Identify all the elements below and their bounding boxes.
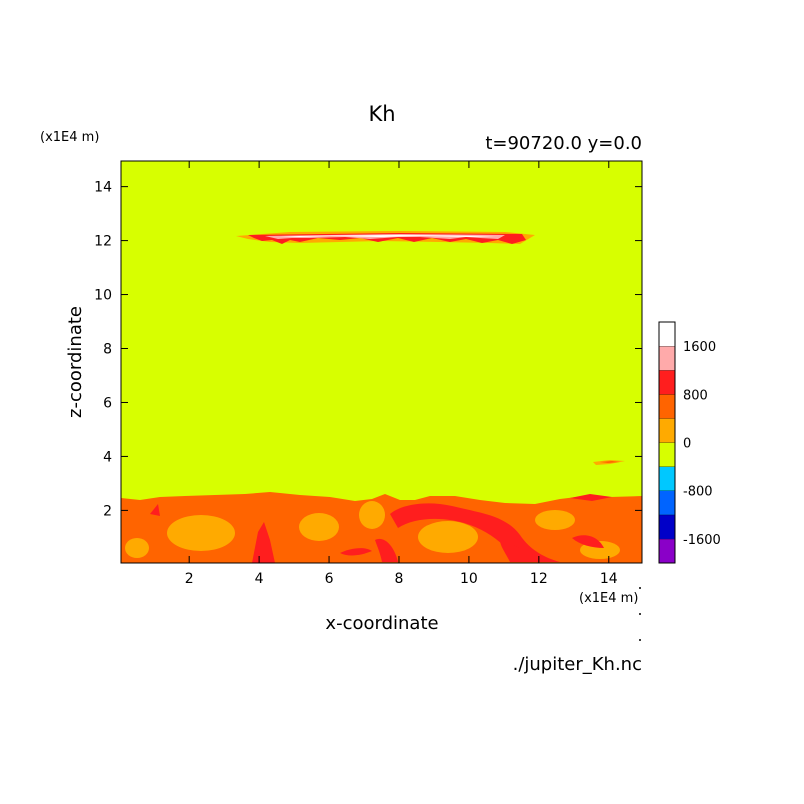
patch [359,501,385,529]
x-axis-unit: (x1E4 m) [579,591,638,606]
y-tick-label: 4 [103,449,112,465]
marker-dots [639,587,641,641]
x-tick-label: 2 [185,571,194,587]
streak [570,494,612,501]
y-tick-label: 12 [94,234,112,250]
colorbar-tick-label: 800 [683,388,708,403]
patch [299,513,339,541]
colorbar-band [659,346,675,371]
patch [535,510,575,530]
chart-title: Kh [368,102,395,126]
y-tick-label: 2 [103,503,112,519]
colorbar-band [659,466,675,491]
colorbar-tick-label: 0 [683,437,691,452]
lower-layer-red-streaks [150,494,612,563]
y-axis-unit: (x1E4 m) [40,130,99,145]
y-tick-label: 6 [103,395,112,411]
colorbar-band [659,490,675,515]
colorbar-band [659,418,675,443]
colorbar-band [659,514,675,539]
y-axis: 2 4 6 8 10 12 14 [94,180,642,519]
upper-streak [236,231,535,244]
dot [639,587,641,589]
dot [639,613,641,615]
chart-subtitle: t=90720.0 y=0.0 [485,133,642,154]
streak [572,535,604,548]
x-tick-label: 4 [255,571,264,587]
y-tick-label: 10 [94,288,112,304]
x-tick-label: 14 [600,571,618,587]
streak [150,504,160,516]
y-tick-label: 14 [94,180,112,196]
colorbar-band [659,322,675,347]
colorbar-tick-label: 1600 [683,340,716,355]
streak [340,548,372,556]
colorbar-tick-label: -1600 [683,533,721,548]
x-tick-label: 6 [325,571,334,587]
x-tick-label: 10 [460,571,478,587]
colorbar-tick-label: -800 [683,485,713,500]
small-patch-core [600,461,620,463]
colorbar-band [659,394,675,419]
source-file-label: ./jupiter_Kh.nc [513,654,642,675]
colorbar: 1600 800 0 -800 -1600 [658,321,721,564]
y-axis-label: z-coordinate [65,306,86,418]
streak-white [280,235,495,237]
x-tick-label: 12 [530,571,548,587]
streak [375,538,398,562]
x-axis-label: x-coordinate [325,613,438,634]
x-tick-label: 8 [395,571,404,587]
plot-area [120,160,643,564]
colorbar-band [659,538,675,563]
streak [500,540,545,562]
colorbar-band [659,442,675,467]
patch [125,538,149,558]
patch [418,521,478,553]
y-tick-label: 8 [103,342,112,358]
streak [252,522,275,563]
colorbar-frame [658,321,676,564]
plot-frame [120,160,643,564]
dot [639,639,641,641]
x-axis: 2 4 6 8 10 12 14 [185,161,618,587]
colorbar-band [659,370,675,395]
patch [167,515,235,551]
